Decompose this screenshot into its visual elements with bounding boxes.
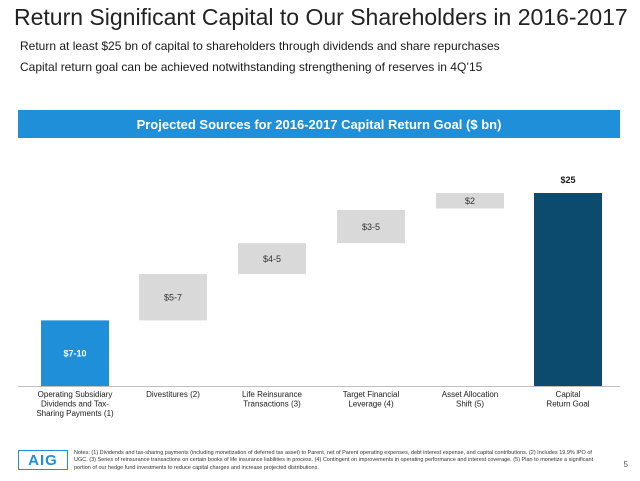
category-label: Leverage (4) (348, 400, 394, 409)
category-label: Operating Subsidiary (38, 390, 113, 399)
category-label: Asset Allocation (442, 390, 498, 399)
bar-3 (238, 243, 306, 275)
page-title: Return Significant Capital to Our Shareh… (14, 4, 628, 30)
footnotes: Notes: (1) Dividends and tax-sharing pay… (74, 450, 594, 471)
bar-value-label: $3-5 (362, 222, 380, 232)
chart-title: Projected Sources for 2016-2017 Capital … (18, 110, 620, 138)
category-label: Return Goal (546, 400, 589, 409)
bar-6 (534, 193, 602, 386)
category-label: Transactions (3) (243, 400, 301, 409)
page-number: 5 (623, 460, 628, 469)
bar-value-label: $2 (465, 196, 475, 206)
category-label: Capital (556, 390, 581, 399)
category-label: Life Reinsurance (242, 390, 303, 399)
bar-4 (337, 209, 405, 244)
waterfall-chart: $7-10 $5-7 $4-5 $3-5 $2 $25 Operating Subsidia… (18, 175, 620, 418)
category-label: Divestitures (2) (146, 390, 200, 399)
bar-value-label: $5-7 (164, 293, 182, 303)
category-label: Shift (5) (456, 400, 484, 409)
category-label: Target Financial (343, 390, 400, 399)
aig-logo: AIG (18, 450, 68, 470)
bar-5 (436, 193, 504, 209)
bar-value-label: $4-5 (263, 254, 281, 264)
bar-value-label: $7-10 (63, 349, 86, 359)
bar-1 (41, 320, 109, 386)
category-label: Sharing Payments (1) (36, 409, 114, 418)
bar-value-label: $25 (560, 175, 575, 185)
bar-2 (139, 274, 207, 321)
category-label: Dividends and Tax- (41, 400, 109, 409)
subtitle-capital-return: Return at least $25 bn of capital to sha… (20, 39, 500, 53)
subtitle-reserves: Capital return goal can be achieved notw… (20, 60, 483, 74)
